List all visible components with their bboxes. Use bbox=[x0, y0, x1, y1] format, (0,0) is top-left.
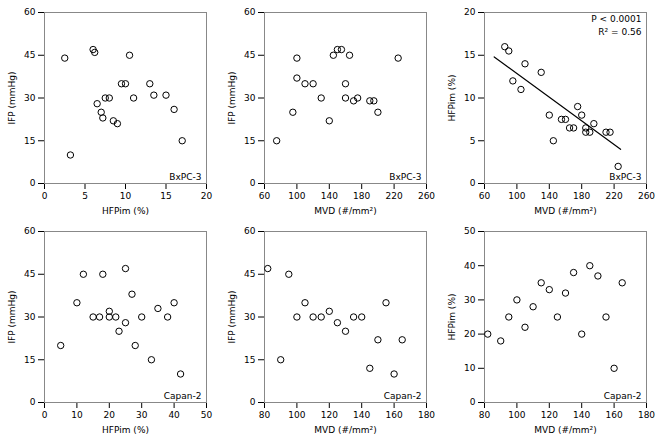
svg-text:10: 10 bbox=[464, 93, 476, 103]
svg-text:5: 5 bbox=[470, 136, 476, 146]
svg-text:30: 30 bbox=[136, 410, 148, 420]
svg-text:0: 0 bbox=[470, 397, 476, 407]
svg-text:80: 80 bbox=[479, 410, 491, 420]
svg-text:MVD (#/mm²): MVD (#/mm²) bbox=[314, 425, 376, 435]
svg-text:260: 260 bbox=[418, 191, 435, 201]
svg-text:0: 0 bbox=[42, 410, 48, 420]
svg-text:45: 45 bbox=[24, 269, 35, 279]
svg-text:0: 0 bbox=[250, 397, 256, 407]
svg-text:15: 15 bbox=[244, 136, 255, 146]
svg-text:120: 120 bbox=[321, 410, 338, 420]
svg-text:0: 0 bbox=[30, 178, 36, 188]
svg-text:20: 20 bbox=[201, 191, 213, 201]
svg-text:160: 160 bbox=[606, 410, 623, 420]
svg-text:10: 10 bbox=[71, 410, 83, 420]
svg-text:IFP (mmHg): IFP (mmHg) bbox=[227, 71, 237, 124]
svg-text:0: 0 bbox=[470, 178, 476, 188]
svg-text:140: 140 bbox=[541, 191, 558, 201]
svg-text:Capan-2: Capan-2 bbox=[604, 391, 642, 401]
svg-text:60: 60 bbox=[24, 226, 36, 236]
svg-text:140: 140 bbox=[353, 410, 370, 420]
svg-text:45: 45 bbox=[244, 50, 255, 60]
svg-text:30: 30 bbox=[464, 295, 476, 305]
svg-text:BxPC-3: BxPC-3 bbox=[389, 172, 421, 182]
svg-text:0: 0 bbox=[30, 397, 36, 407]
svg-text:60: 60 bbox=[244, 7, 256, 17]
svg-text:30: 30 bbox=[244, 312, 256, 322]
svg-text:180: 180 bbox=[418, 410, 435, 420]
svg-text:15: 15 bbox=[160, 191, 171, 201]
svg-text:140: 140 bbox=[321, 191, 338, 201]
svg-text:180: 180 bbox=[573, 191, 590, 201]
svg-text:15: 15 bbox=[464, 50, 475, 60]
svg-text:50: 50 bbox=[201, 410, 213, 420]
svg-text:BxPC-3: BxPC-3 bbox=[609, 172, 641, 182]
svg-text:20: 20 bbox=[464, 329, 476, 339]
svg-text:45: 45 bbox=[244, 269, 255, 279]
svg-text:40: 40 bbox=[168, 410, 180, 420]
svg-text:IFP (mmHg): IFP (mmHg) bbox=[227, 290, 237, 343]
svg-text:40: 40 bbox=[464, 261, 476, 271]
svg-text:45: 45 bbox=[24, 50, 35, 60]
svg-text:60: 60 bbox=[244, 226, 256, 236]
svg-text:10: 10 bbox=[464, 363, 476, 373]
svg-text:IFP (mmHg): IFP (mmHg) bbox=[7, 71, 17, 124]
svg-text:HFPim (%): HFPim (%) bbox=[447, 294, 457, 341]
svg-text:15: 15 bbox=[24, 136, 35, 146]
svg-text:30: 30 bbox=[244, 93, 256, 103]
svg-text:220: 220 bbox=[606, 191, 623, 201]
svg-text:160: 160 bbox=[386, 410, 403, 420]
svg-text:100: 100 bbox=[508, 191, 525, 201]
svg-text:5: 5 bbox=[82, 191, 88, 201]
svg-text:60: 60 bbox=[259, 191, 271, 201]
svg-text:Capan-2: Capan-2 bbox=[384, 391, 422, 401]
svg-text:140: 140 bbox=[573, 410, 590, 420]
svg-text:60: 60 bbox=[479, 191, 491, 201]
svg-text:HFPim (%): HFPim (%) bbox=[447, 75, 457, 122]
svg-text:260: 260 bbox=[638, 191, 655, 201]
svg-text:180: 180 bbox=[638, 410, 655, 420]
svg-text:IFP (mmHg): IFP (mmHg) bbox=[7, 290, 17, 343]
svg-text:80: 80 bbox=[259, 410, 271, 420]
svg-text:15: 15 bbox=[244, 355, 255, 365]
svg-text:0: 0 bbox=[250, 178, 256, 188]
svg-text:50: 50 bbox=[464, 226, 476, 236]
svg-text:BxPC-3: BxPC-3 bbox=[169, 172, 201, 182]
svg-text:15: 15 bbox=[24, 355, 35, 365]
svg-text:Capan-2: Capan-2 bbox=[164, 391, 202, 401]
svg-text:0: 0 bbox=[42, 191, 48, 201]
svg-text:MVD (#/mm²): MVD (#/mm²) bbox=[534, 206, 596, 216]
svg-text:P < 0.0001: P < 0.0001 bbox=[591, 14, 641, 24]
svg-text:100: 100 bbox=[288, 410, 305, 420]
svg-text:100: 100 bbox=[508, 410, 525, 420]
svg-text:MVD (#/mm²): MVD (#/mm²) bbox=[534, 425, 596, 435]
svg-text:10: 10 bbox=[120, 191, 132, 201]
svg-text:HFPim (%): HFPim (%) bbox=[102, 206, 149, 216]
svg-text:HFPim (%): HFPim (%) bbox=[102, 425, 149, 435]
svg-text:100: 100 bbox=[288, 191, 305, 201]
svg-text:MVD (#/mm²): MVD (#/mm²) bbox=[314, 206, 376, 216]
svg-text:30: 30 bbox=[24, 93, 36, 103]
svg-text:20: 20 bbox=[104, 410, 116, 420]
svg-text:220: 220 bbox=[386, 191, 403, 201]
svg-text:120: 120 bbox=[541, 410, 558, 420]
svg-text:60: 60 bbox=[24, 7, 36, 17]
svg-text:180: 180 bbox=[353, 191, 370, 201]
svg-text:30: 30 bbox=[24, 312, 36, 322]
svg-text:R² = 0.56: R² = 0.56 bbox=[598, 27, 641, 37]
svg-text:20: 20 bbox=[464, 7, 476, 17]
